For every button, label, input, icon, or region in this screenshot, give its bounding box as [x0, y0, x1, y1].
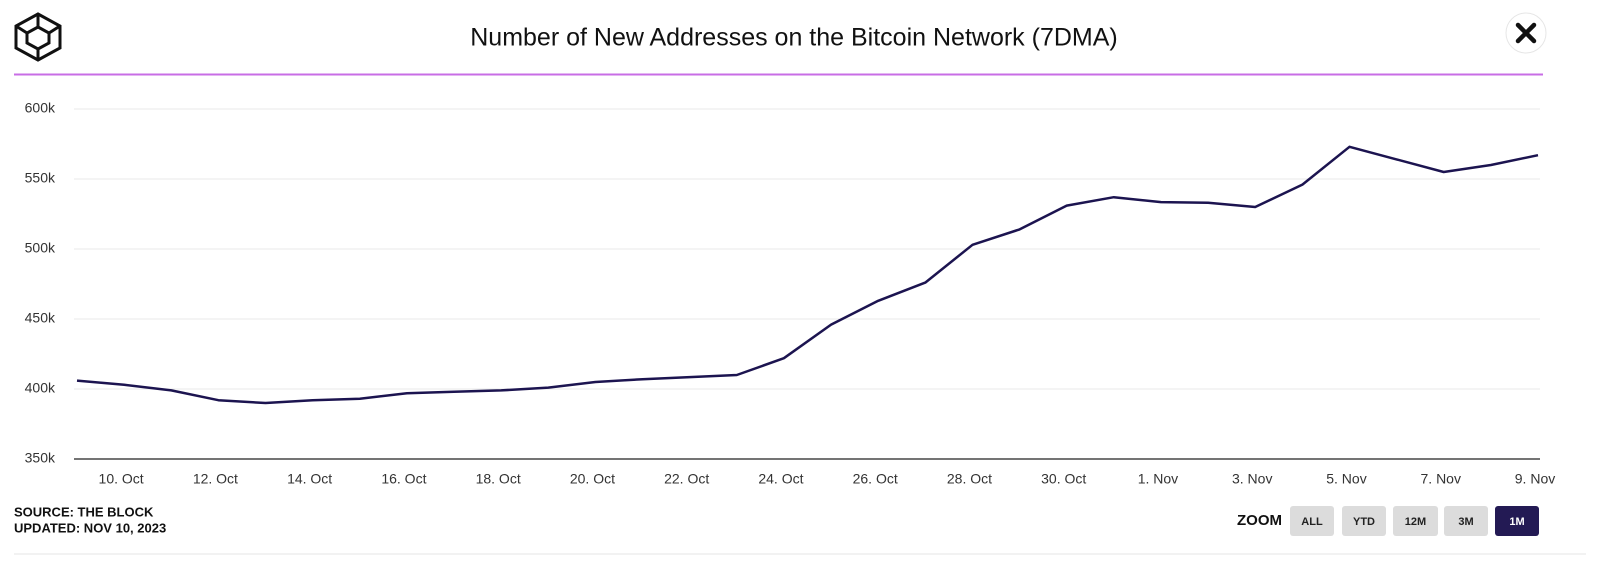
y-tick-label: 550k [25, 170, 56, 186]
zoom-button[interactable] [1495, 506, 1539, 536]
x-tick-label: 9. Nov [1515, 471, 1555, 487]
x-tick-label: 26. Oct [853, 471, 898, 487]
zoom-button-label[interactable]: 1M [1509, 516, 1524, 528]
source: SOURCE: THE BLOCK [14, 504, 154, 519]
x-tick-label: 1. Nov [1138, 471, 1178, 487]
logo [14, 12, 62, 62]
x-tick-label: 12. Oct [193, 471, 238, 487]
y-tick-label: 400k [25, 380, 56, 396]
zoom-button[interactable] [1342, 506, 1386, 536]
zoom-button-label[interactable]: YTD [1353, 516, 1375, 528]
x-tick-label: 20. Oct [570, 471, 615, 487]
zoom-button-label[interactable]: 3M [1458, 516, 1473, 528]
x-tick-label: 30. Oct [1041, 471, 1086, 487]
y-tick-label: 500k [25, 240, 56, 256]
x-tick-label: 14. Oct [287, 471, 332, 487]
x-tick-label: 10. Oct [99, 471, 144, 487]
x-tick-label: 3. Nov [1232, 471, 1272, 487]
zoom-label: ZOOM [1237, 512, 1282, 529]
zoom-button-label[interactable]: ALL [1301, 516, 1323, 528]
x-tick-label: 5. Nov [1326, 471, 1366, 487]
y-tick-label: 450k [25, 310, 56, 326]
data-line [76, 145, 1539, 405]
x-tick-label: 16. Oct [381, 471, 426, 487]
y-tick-label: 350k [25, 450, 56, 466]
x-tick-label: 28. Oct [947, 471, 992, 487]
zoom-button[interactable] [1393, 506, 1438, 536]
chart-title: Number of New Addresses on the Bitcoin N… [470, 24, 1117, 52]
x-tick-label: 24. Oct [758, 471, 803, 487]
x-tick-label: 7. Nov [1421, 471, 1461, 487]
y-tick-label: 600k [25, 100, 56, 116]
close-button[interactable] [1505, 12, 1547, 54]
zoom-button[interactable] [1444, 506, 1488, 536]
x-tick-label: 18. Oct [476, 471, 521, 487]
x-tick-label: 22. Oct [664, 471, 709, 487]
updated: UPDATED: NOV 10, 2023 [14, 520, 166, 535]
zoom-button-label[interactable]: 12M [1405, 516, 1426, 528]
zoom-button[interactable] [1290, 506, 1334, 536]
